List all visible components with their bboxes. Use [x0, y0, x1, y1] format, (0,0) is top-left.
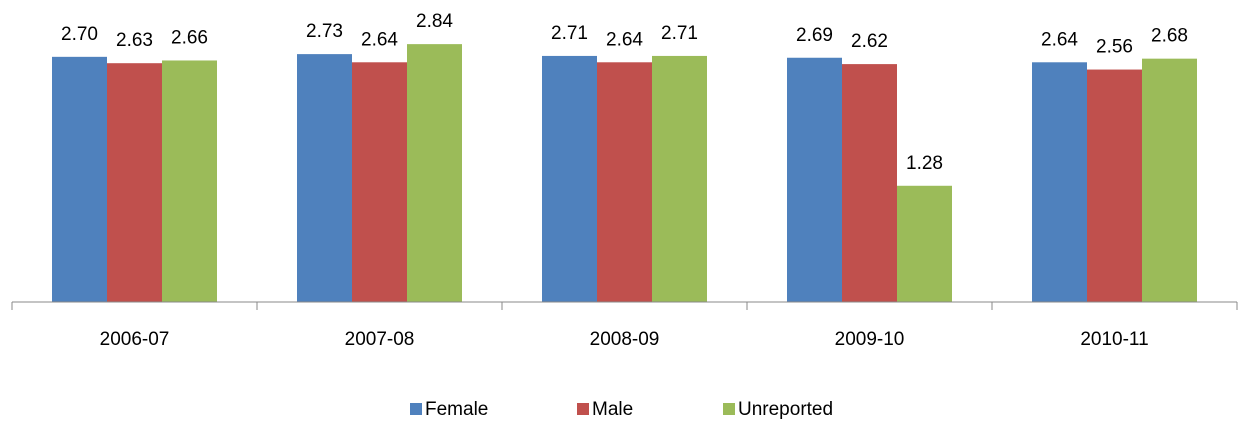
bar [652, 55, 707, 302]
bar [407, 44, 462, 303]
bar [1087, 69, 1142, 302]
x-tick-label: 2007-08 [345, 329, 415, 350]
data-label: 2.68 [1151, 26, 1188, 47]
legend-swatch [410, 403, 422, 415]
bar [352, 62, 407, 303]
data-label: 2.64 [1041, 29, 1078, 50]
data-label: 2.62 [851, 31, 888, 52]
legend-label: Male [592, 399, 633, 420]
x-tick-label: 2008-09 [590, 329, 660, 350]
x-tick-label: 2006-07 [100, 329, 170, 350]
bar [1032, 62, 1087, 303]
bar [1142, 58, 1197, 302]
bar [787, 57, 842, 302]
legend-label: Female [425, 399, 488, 420]
data-label: 2.71 [551, 23, 588, 44]
bar [842, 64, 897, 302]
data-label: 2.73 [306, 21, 343, 42]
bar [162, 60, 217, 302]
legend-label: Unreported [738, 399, 833, 420]
data-label: 2.71 [661, 23, 698, 44]
data-label: 2.70 [61, 24, 98, 45]
x-tick-label: 2009-10 [835, 329, 905, 350]
data-label: 2.84 [416, 11, 453, 32]
bar [597, 62, 652, 303]
x-tick-label: 2010-11 [1080, 329, 1148, 350]
data-label: 2.63 [116, 30, 153, 51]
data-label: 1.28 [906, 153, 943, 174]
data-label: 2.56 [1096, 37, 1133, 58]
bar [297, 54, 352, 303]
data-label: 2.66 [171, 27, 208, 48]
bar [52, 56, 107, 303]
bar [542, 55, 597, 302]
legend-swatch [723, 403, 735, 415]
bar [897, 185, 952, 302]
data-label: 2.69 [796, 25, 833, 46]
data-label: 2.64 [606, 29, 643, 50]
legend-swatch [577, 403, 589, 415]
data-label: 2.64 [361, 29, 398, 50]
bar [107, 63, 162, 302]
